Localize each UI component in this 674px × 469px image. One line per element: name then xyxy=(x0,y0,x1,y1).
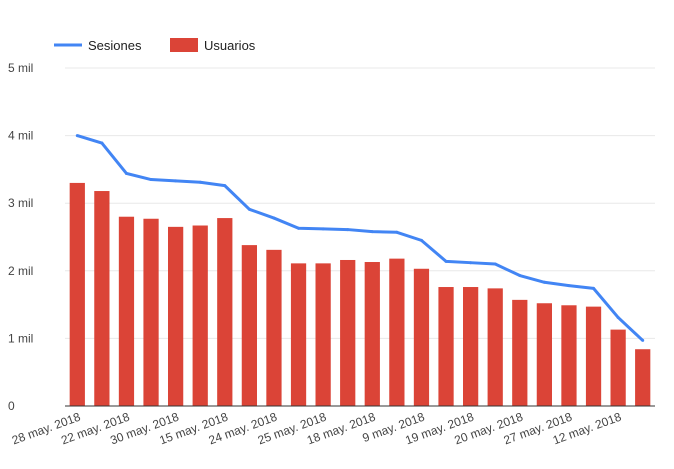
bar-usuarios[interactable] xyxy=(94,191,110,406)
bar-usuarios[interactable] xyxy=(364,262,380,406)
point-sesiones xyxy=(124,171,128,175)
y-tick-label: 2 mil xyxy=(8,264,33,278)
legend-label-usuarios: Usuarios xyxy=(204,38,256,53)
point-sesiones xyxy=(321,227,325,231)
bar-usuarios[interactable] xyxy=(241,245,257,406)
bar-usuarios[interactable] xyxy=(315,263,331,406)
y-tick-label: 0 xyxy=(8,399,15,413)
point-sesiones xyxy=(592,286,596,290)
bar-usuarios[interactable] xyxy=(413,268,430,406)
point-sesiones xyxy=(542,280,546,284)
bar-usuarios[interactable] xyxy=(487,288,503,406)
bar-usuarios[interactable] xyxy=(217,218,233,406)
y-axis-ticks: 0 1 mil 2 mil 3 mil 4 mil 5 mil xyxy=(8,61,33,413)
point-sesiones xyxy=(346,228,350,232)
legend-swatch-usuarios xyxy=(170,38,198,52)
point-sesiones xyxy=(247,207,251,211)
y-tick-label: 1 mil xyxy=(8,331,33,345)
bar-usuarios[interactable] xyxy=(143,218,159,406)
point-sesiones xyxy=(518,274,522,278)
gridlines xyxy=(65,67,655,339)
legend-item-sesiones[interactable]: Sesiones xyxy=(54,38,142,53)
bar-usuarios[interactable] xyxy=(438,287,454,406)
bar-usuarios[interactable] xyxy=(561,305,577,406)
point-sesiones xyxy=(395,230,399,234)
y-tick-label: 3 mil xyxy=(8,196,33,210)
point-sesiones xyxy=(616,315,620,319)
bar-usuarios[interactable] xyxy=(290,263,307,406)
legend-item-usuarios[interactable]: Usuarios xyxy=(170,38,256,53)
line-series-sesiones xyxy=(75,134,645,342)
point-sesiones xyxy=(493,262,497,266)
bar-usuarios[interactable] xyxy=(168,226,184,406)
point-sesiones xyxy=(198,180,202,184)
bar-usuarios[interactable] xyxy=(536,303,552,406)
bar-usuarios[interactable] xyxy=(635,349,651,406)
point-sesiones xyxy=(370,230,374,234)
bar-usuarios[interactable] xyxy=(610,329,626,406)
point-sesiones xyxy=(75,134,79,138)
bar-usuarios[interactable] xyxy=(69,182,85,406)
point-sesiones xyxy=(174,179,178,183)
point-sesiones xyxy=(272,216,276,220)
point-sesiones xyxy=(100,141,104,145)
legend-label-sesiones: Sesiones xyxy=(88,38,142,53)
point-sesiones xyxy=(223,184,227,188)
y-tick-label: 4 mil xyxy=(8,129,33,143)
point-sesiones xyxy=(641,338,645,342)
point-sesiones xyxy=(297,226,301,230)
bar-usuarios[interactable] xyxy=(118,216,135,406)
bar-usuarios[interactable] xyxy=(463,287,479,406)
y-tick-label: 5 mil xyxy=(8,61,33,75)
point-sesiones xyxy=(419,238,423,242)
point-sesiones xyxy=(567,284,571,288)
point-sesiones xyxy=(444,259,448,263)
bar-usuarios[interactable] xyxy=(512,299,528,406)
bar-usuarios[interactable] xyxy=(192,225,208,406)
bar-usuarios[interactable] xyxy=(389,258,405,406)
bar-usuarios[interactable] xyxy=(340,259,356,406)
point-sesiones xyxy=(469,261,473,265)
bar-usuarios[interactable] xyxy=(266,249,282,406)
point-sesiones xyxy=(149,178,153,182)
legend: Sesiones Usuarios xyxy=(54,38,256,53)
bar-usuarios[interactable] xyxy=(585,306,602,406)
line-sesiones[interactable] xyxy=(76,134,644,342)
bar-series-usuarios xyxy=(69,182,651,406)
